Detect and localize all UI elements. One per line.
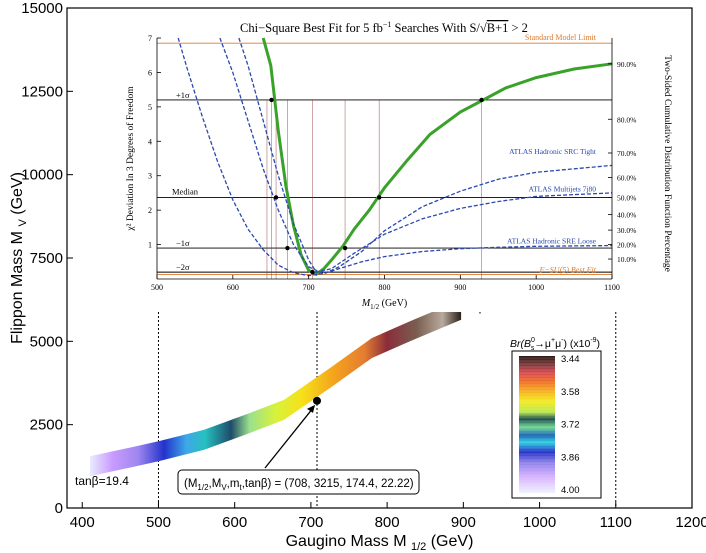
fsu5-best-fit-label: F−SU(5) Best Fit <box>539 266 597 275</box>
inset-x-tick-label: 1000 <box>528 283 544 292</box>
main-x-tick-label: 700 <box>298 514 323 531</box>
main-y-tick-label: 0 <box>55 500 63 517</box>
atlas-curve-label: ATLAS Hadronic SRE Loose <box>507 236 597 245</box>
inset-intersection-point <box>376 195 382 200</box>
inset-y-tick-label: 7 <box>148 34 152 43</box>
colorbar-tick-label: 3.72 <box>561 420 580 431</box>
inset-x-tick-label: 900 <box>454 283 466 292</box>
inset-x-tick-label: 1100 <box>604 283 620 292</box>
inset-y-tick-label: 5 <box>148 103 152 112</box>
tan-beta-low-label: tanβ=19.4 <box>75 474 129 488</box>
best-fit-label-box <box>177 469 420 495</box>
inset-right-axis-label: Two-Sided Cumulative Distribution Functi… <box>662 55 672 272</box>
colorbar-title: Br(B0 s→μ+μ-) (x10-9) <box>510 337 600 352</box>
inset-intersection-point <box>285 245 290 251</box>
best-fit-label: (M1/2,MV,mt,tanβ) = (708, 3215, 174.4, 2… <box>184 478 414 492</box>
inset-x-tick-label: 700 <box>303 283 315 292</box>
inset-right-tick-label: 50.0% <box>617 193 636 202</box>
inset-y-tick-label: 6 <box>148 68 152 77</box>
combined-chi2-curve <box>261 37 613 276</box>
main-y-tick-label: 15000 <box>21 0 63 17</box>
inset-right-tick-label: 60.0% <box>617 173 636 182</box>
inset-intersection-point <box>479 97 484 103</box>
main-x-tick-label: 1000 <box>523 514 556 531</box>
inset-x-axis-label: M1/2 (GeV) <box>361 298 407 311</box>
main-x-tick-label: 600 <box>222 514 247 531</box>
inset-right-tick-label: 90.0% <box>617 60 636 69</box>
plus-1-sigma-label: +1σ <box>176 90 190 100</box>
inset-right-tick-label: 20.0% <box>617 241 636 250</box>
minus-1-sigma-label: −1σ <box>176 238 190 248</box>
inset-background <box>116 14 676 312</box>
inset-x-tick-label: 600 <box>227 283 239 292</box>
colorbar-tick-label: 3.58 <box>561 387 580 398</box>
inset-right-tick-label: 30.0% <box>617 226 636 235</box>
main-y-tick-label: 12500 <box>21 83 63 100</box>
inset-y-tick-label: 3 <box>148 172 152 181</box>
atlas-curve <box>238 37 613 273</box>
main-x-axis-label: Gaugino Mass M 1/2 (GeV) <box>286 533 474 553</box>
main-y-tick-label: 5000 <box>30 333 63 350</box>
main-x-tick-label: 500 <box>146 514 171 531</box>
main-y-axis-label: Flippon Mass M V (GeV) <box>9 172 29 344</box>
best-fit-point <box>313 396 321 405</box>
inset-right-tick-label: 40.0% <box>617 211 636 220</box>
inset-title: Chi−Square Best Fit for 5 fb−1 Searches … <box>240 20 528 35</box>
main-x-tick-label: 900 <box>451 514 476 531</box>
atlas-curve-label: ATLAS Hadronic SRC Tight <box>509 147 597 156</box>
inset-right-tick-label: 80.0% <box>617 115 636 124</box>
atlas-curve <box>219 37 613 275</box>
inset-x-tick-label: 800 <box>379 283 391 292</box>
main-y-tick-label: 10000 <box>21 167 63 184</box>
main-x-tick-label: 1200 <box>675 514 706 531</box>
atlas-curve <box>177 37 613 277</box>
inset-y-tick-label: 4 <box>148 137 152 146</box>
main-x-tick-label: 400 <box>70 514 95 531</box>
best-fit-arrowhead <box>307 404 315 413</box>
best-fit-arrow <box>264 406 315 469</box>
minus-2-sigma-label: −2σ <box>176 262 190 272</box>
inset-intersection-point <box>269 97 274 103</box>
atlas-curve-label: ATLAS Multijets 7j80 <box>528 185 596 194</box>
inset-x-tick-label: 500 <box>151 283 163 292</box>
main-y-tick-label: 7500 <box>30 250 63 267</box>
flippon-band <box>89 299 462 477</box>
inset-intersection-point <box>310 269 315 275</box>
colorbar-tick-label: 3.44 <box>561 354 580 365</box>
main-y-tick-label: 2500 <box>30 417 63 434</box>
colorbar-tick-label: 4.00 <box>561 485 580 496</box>
colorbar-tick-label: 3.86 <box>561 452 580 463</box>
inset-y-axis-label: χ² Deviation In 3 Degrees of Freedom <box>125 86 136 232</box>
inset-intersection-point <box>342 245 348 251</box>
colorbar-gradient <box>519 356 555 493</box>
main-x-tick-label: 800 <box>375 514 400 531</box>
sm-limit-label: Standard Model Limit <box>525 33 597 42</box>
inset-intersection-point <box>273 195 279 200</box>
inset-right-tick-label: 10.0% <box>617 255 636 264</box>
inset-y-tick-label: 2 <box>148 206 152 215</box>
inset-right-tick-label: 70.0% <box>617 149 636 158</box>
median-label: Median <box>172 186 199 196</box>
inset-y-tick-label: 1 <box>148 241 152 250</box>
main-x-tick-label: 1100 <box>600 514 632 531</box>
